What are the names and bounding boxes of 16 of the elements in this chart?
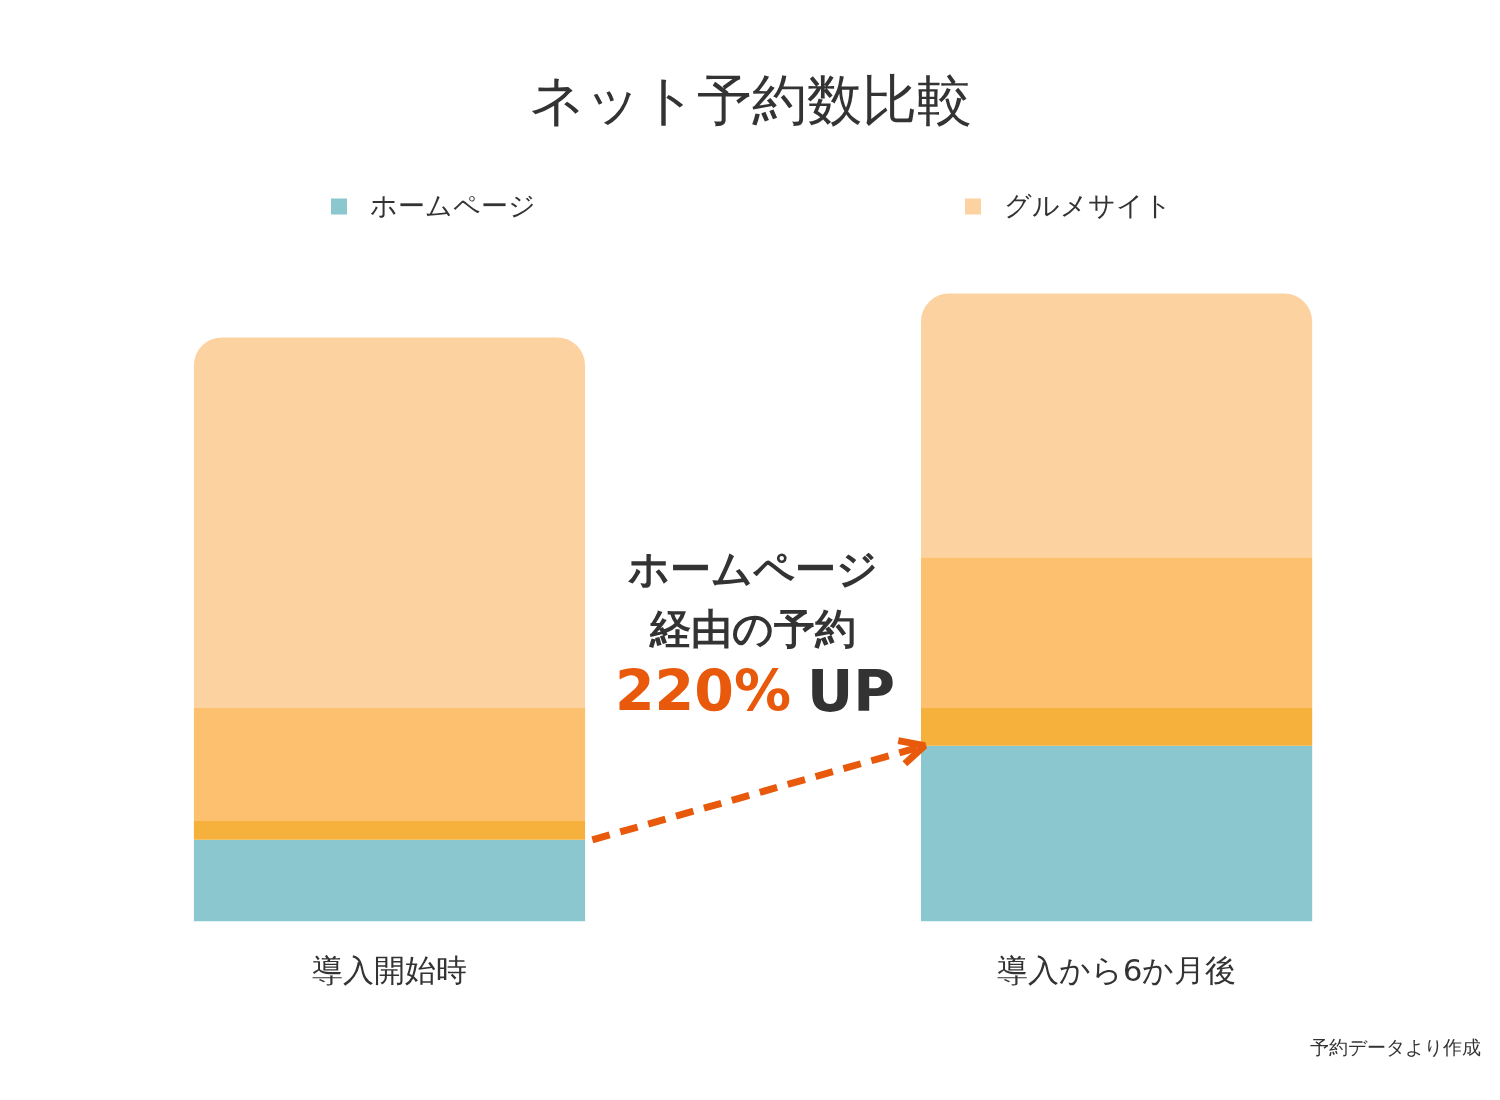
text: 予約データより作成: [1309, 1035, 1481, 1058]
bar: [921, 707, 1313, 746]
bar: [193, 821, 586, 840]
x-tick-label: 導入から6か月後: [996, 951, 1237, 988]
bar: [193, 337, 586, 708]
x-tick-label: 導入開始時: [312, 951, 467, 988]
legend-label: グルメサイト: [1003, 189, 1172, 223]
legend-label: ホームページ: [369, 189, 536, 223]
bar: [921, 745, 1313, 922]
chart-title: ネット予約数比較: [529, 68, 972, 132]
annotation: ホームページ経由の予約: [628, 545, 879, 653]
annotation: 220% UP: [614, 658, 896, 725]
bar: [921, 557, 1313, 708]
bar: [193, 707, 586, 822]
bar: [193, 839, 586, 922]
bar: [921, 293, 1313, 558]
